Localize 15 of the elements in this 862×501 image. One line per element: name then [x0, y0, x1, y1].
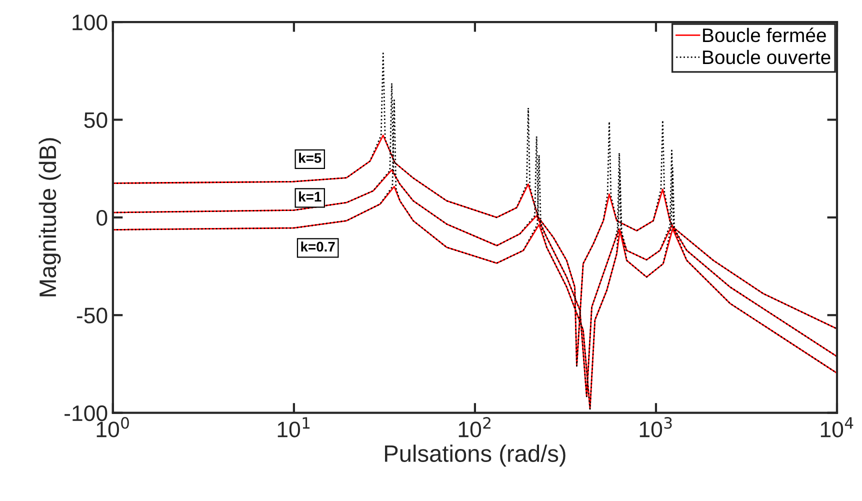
- x-tick-label: 10$^{3}$: [640, 417, 672, 438]
- annotation: k=5: [299, 152, 322, 163]
- y-tick-label: 0: [96, 210, 108, 226]
- legend-label: Boucle ouverte: [703, 50, 830, 64]
- annotation: k=0.7: [301, 241, 335, 252]
- x-tick-label: 10$^{2}$: [458, 417, 490, 438]
- y-tick-label: 50: [84, 112, 108, 128]
- legend-label: Boucle fermée: [703, 28, 826, 42]
- x-axis-title: Pulsations (rad/s): [385, 444, 566, 467]
- annotation: k=1: [299, 191, 322, 202]
- y-tick-label: -50: [76, 308, 108, 324]
- y-tick-label: 100: [72, 14, 108, 30]
- x-tick-label: 10$^{4}$: [820, 417, 854, 438]
- y-axis-title: Magnitude (dB): [38, 138, 61, 296]
- x-tick-label: 10$^{1}$: [278, 417, 310, 438]
